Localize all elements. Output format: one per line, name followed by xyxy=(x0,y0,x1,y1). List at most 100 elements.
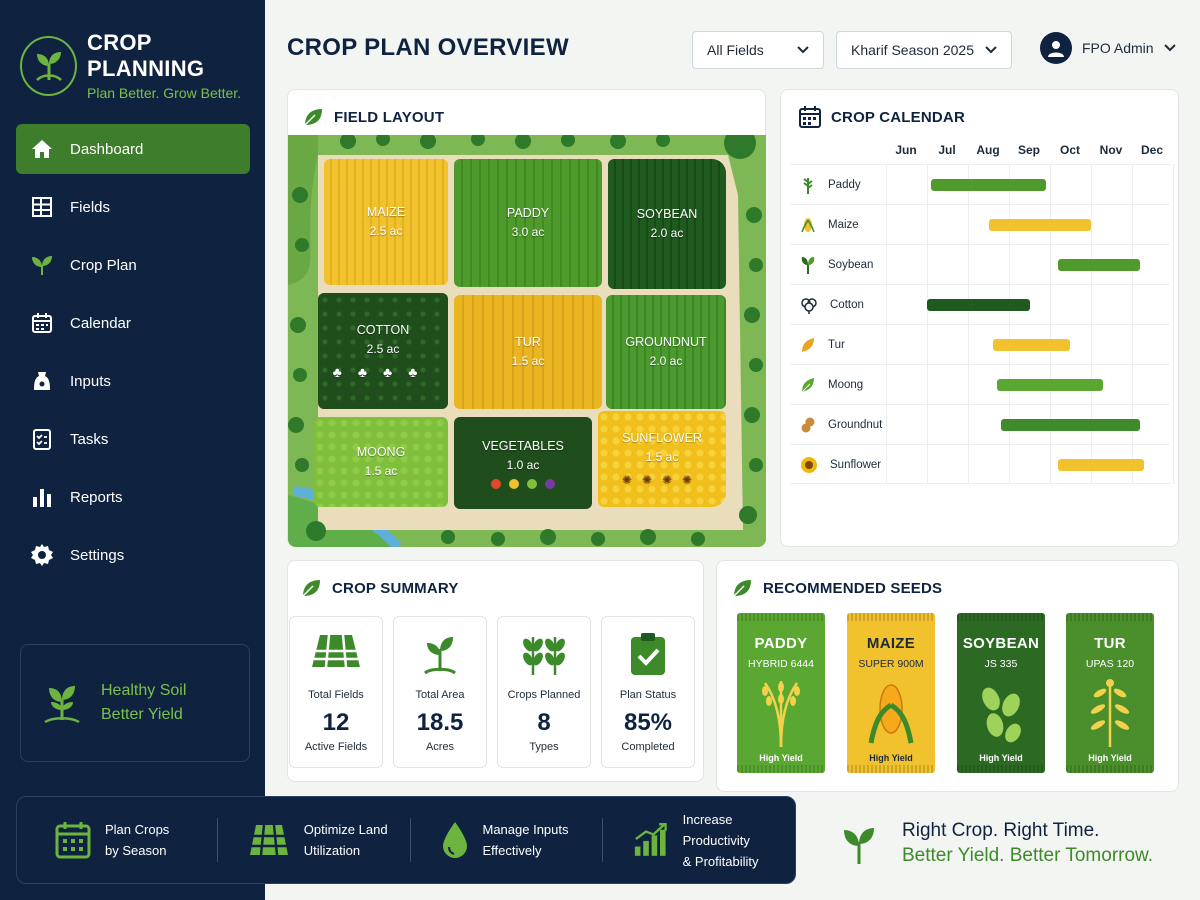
month-label: Oct xyxy=(1059,143,1080,157)
bar-chart-icon xyxy=(33,489,51,507)
stat-total-area[interactable]: Total Area 18.5 Acres xyxy=(393,616,487,768)
calendar-row-paddy[interactable]: Paddy xyxy=(790,164,1170,204)
calendar-icon xyxy=(799,106,821,128)
calendar-row-tur[interactable]: Tur xyxy=(790,324,1170,364)
calendar-bar[interactable] xyxy=(992,339,1071,351)
stat-sub: Active Fields xyxy=(304,741,368,753)
maize-cob-icon xyxy=(868,684,914,744)
calendar-bar[interactable] xyxy=(927,299,1030,311)
soybean-icon xyxy=(801,257,815,274)
calendar-bar[interactable] xyxy=(931,179,1046,191)
recommended-seeds-title: RECOMMENDED SEEDS xyxy=(763,579,943,597)
crop-name: Paddy xyxy=(828,179,861,191)
stat-total-fields[interactable]: Total Fields 12 Active Fields xyxy=(289,616,383,768)
benefits-bar: Plan Crops by Season Optimize Land Utiliza… xyxy=(16,796,796,884)
benefit-line2: & Profitability xyxy=(682,853,759,869)
stat-value: 12 xyxy=(322,709,350,736)
calendar-row-maize[interactable]: Maize xyxy=(790,204,1170,244)
season-filter-select[interactable]: Kharif Season 2025 xyxy=(836,31,1012,69)
plot-moong[interactable]: MOONG 1.5 ac xyxy=(314,417,448,507)
brand-tagline: Plan Better. Grow Better. xyxy=(87,85,242,101)
field-filter-select[interactable]: All Fields xyxy=(692,31,824,69)
leaf-icon xyxy=(32,256,52,275)
sidebar-item-tasks[interactable]: Tasks xyxy=(16,414,250,464)
calendar-row-groundnut[interactable]: Groundnut xyxy=(790,404,1170,444)
plot-area: 2.0 ac xyxy=(650,226,684,240)
checklist-icon xyxy=(33,429,51,450)
sidebar-item-crop-plan[interactable]: Crop Plan xyxy=(16,240,250,290)
plot-paddy[interactable]: PADDY 3.0 ac xyxy=(454,159,602,287)
stat-sub: Completed xyxy=(621,741,675,753)
seed-tag: High Yield xyxy=(759,753,803,763)
user-name: FPO Admin xyxy=(1082,40,1154,56)
calendar-bar[interactable] xyxy=(1058,459,1145,471)
crop-name: Sunflower xyxy=(830,459,882,471)
plot-name: SOYBEAN xyxy=(636,207,698,221)
gear-icon xyxy=(31,544,53,566)
plot-area: 2.5 ac xyxy=(366,341,400,356)
benefit-optimize-land: Optimize Land Utilization xyxy=(216,818,410,862)
seed-packet-soybean[interactable]: SOYBEAN JS 335 High Yield xyxy=(957,613,1045,773)
seed-variety: SUPER 900M xyxy=(858,658,924,670)
calendar-row-moong[interactable]: Moong xyxy=(790,364,1170,404)
plot-vegetables[interactable]: VEGETABLES 1.0 ac xyxy=(454,417,592,509)
recommended-seeds-header: RECOMMENDED SEEDS xyxy=(731,577,942,599)
crop-calendar-title: CROP CALENDAR xyxy=(831,108,965,126)
calendar-row-cotton[interactable]: Cotton xyxy=(790,284,1170,324)
sidebar-item-dashboard[interactable]: Dashboard xyxy=(16,124,250,174)
crop-name: Soybean xyxy=(828,259,874,271)
home-icon xyxy=(32,140,52,158)
calendar-row-sunflower[interactable]: Sunflower xyxy=(790,444,1170,484)
plot-groundnut[interactable]: GROUNDNUT 2.0 ac xyxy=(606,295,726,409)
brand[interactable]: CROP PLANNING Plan Better. Grow Better. xyxy=(20,30,265,101)
calendar-gridline xyxy=(1173,164,1174,484)
input-bag-icon xyxy=(34,372,50,390)
page-title: CROP PLAN OVERVIEW xyxy=(287,34,569,61)
stat-label: Crops Planned xyxy=(507,689,581,701)
leaf-icon xyxy=(302,580,320,597)
field-layout-card: FIELD LAYOUT MAIZE 2.5 ac PADDY 3.0 ac S… xyxy=(287,89,766,547)
soil-card-line1: Healthy Soil xyxy=(101,682,187,699)
crop-summary-header: CROP SUMMARY xyxy=(300,577,459,599)
seed-tag: High Yield xyxy=(979,753,1023,763)
sidebar-item-calendar[interactable]: Calendar xyxy=(16,298,250,348)
seed-packet-paddy[interactable]: PADDY HYBRID 6444 High Yield xyxy=(737,613,825,773)
stat-crops-planned[interactable]: Crops Planned 8 Types xyxy=(497,616,591,768)
plot-name: COTTON xyxy=(356,322,410,337)
plot-area: 1.5 ac xyxy=(364,464,398,478)
month-label: Dec xyxy=(1140,143,1163,157)
paddy-plant-icon xyxy=(762,681,800,747)
slogan-line1: Right Crop. Right Time. xyxy=(902,820,1100,841)
benefit-line2: by Season xyxy=(105,843,167,858)
plot-soybean[interactable]: SOYBEAN 2.0 ac xyxy=(608,159,726,289)
calendar-row-soybean[interactable]: Soybean xyxy=(790,244,1170,284)
plot-area: 1.5 ac xyxy=(511,354,545,368)
stat-plan-status[interactable]: Plan Status 85% Completed xyxy=(601,616,695,768)
plot-cotton[interactable]: COTTON 2.5 ac ♣♣♣♣ xyxy=(318,293,448,409)
sidebar-item-reports[interactable]: Reports xyxy=(16,472,250,522)
plot-name: MAIZE xyxy=(366,205,406,219)
sidebar-item-settings[interactable]: Settings xyxy=(16,530,250,580)
sidebar-item-fields[interactable]: Fields xyxy=(16,182,250,232)
stat-sub: Types xyxy=(529,741,559,753)
calendar-bar[interactable] xyxy=(988,219,1091,231)
soil-card-line2: Better Yield xyxy=(101,706,183,723)
plot-maize[interactable]: MAIZE 2.5 ac xyxy=(324,159,448,285)
user-menu[interactable]: FPO Admin xyxy=(1040,32,1176,64)
calendar-icon xyxy=(32,313,52,333)
calendar-row-label: Maize xyxy=(790,205,859,245)
calendar-bar[interactable] xyxy=(996,379,1104,391)
slogan: Right Crop. Right Time. Better Yield. Be… xyxy=(838,820,1153,867)
user-icon xyxy=(1048,41,1064,57)
calendar-row-label: Sunflower xyxy=(790,445,881,485)
brand-title: CROP PLANNING xyxy=(87,30,205,81)
seed-packet-maize[interactable]: MAIZE SUPER 900M High Yield xyxy=(847,613,935,773)
plot-tur[interactable]: TUR 1.5 ac xyxy=(454,295,602,409)
seed-packet-tur[interactable]: TUR UPAS 120 High Yield xyxy=(1066,613,1154,773)
calendar-bar[interactable] xyxy=(1058,259,1141,271)
seed-name: PADDY xyxy=(754,635,808,652)
plot-name: PADDY xyxy=(506,206,550,220)
calendar-bar[interactable] xyxy=(1000,419,1141,431)
plot-sunflower[interactable]: SUNFLOWER 1.5 ac ✺✺✺✺ xyxy=(598,411,726,507)
sidebar-item-inputs[interactable]: Inputs xyxy=(16,356,250,406)
